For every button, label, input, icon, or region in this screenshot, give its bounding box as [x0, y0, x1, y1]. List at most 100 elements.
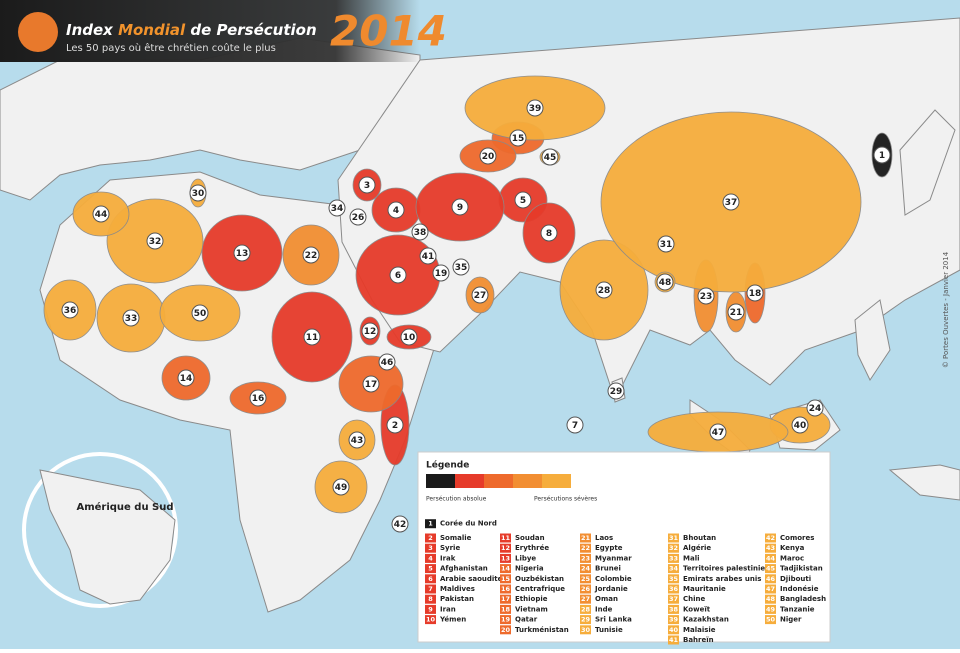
legend-rank-box — [580, 594, 591, 604]
legend-rank-box — [580, 533, 591, 543]
legend: Légende Persécution absolue Persécutions… — [417, 451, 831, 645]
marker-label: 19 — [435, 269, 448, 279]
legend-rank-box — [765, 564, 776, 574]
legend-country: Inde — [595, 605, 613, 613]
marker-label: 30 — [192, 189, 205, 199]
marker-circle — [566, 416, 584, 434]
legend-rank: 14 — [501, 565, 511, 573]
legend-country: Chine — [683, 595, 706, 603]
legend-country: Egypte — [595, 544, 623, 552]
legend-country: Irak — [440, 554, 456, 562]
marker-circle — [249, 389, 267, 407]
marker-circle — [541, 148, 559, 166]
marker-label: 48 — [659, 278, 672, 288]
legend-country: Maldives — [440, 585, 475, 593]
marker-label: 37 — [725, 198, 738, 208]
legend-rank-box — [425, 584, 436, 594]
marker-circle — [526, 99, 544, 117]
legend-rank: 12 — [501, 544, 510, 552]
legend-rank: 28 — [581, 605, 591, 613]
legend-rank: 21 — [581, 534, 591, 542]
legend-rank: 35 — [669, 575, 679, 583]
legend-rank-box — [668, 635, 679, 645]
legend-rank-box — [500, 604, 511, 614]
marker-label: 44 — [95, 210, 108, 220]
marker-label: 4 — [393, 206, 399, 216]
legend-rank-box — [425, 604, 436, 614]
legend-rank: 1 — [428, 520, 433, 528]
marker-label: 12 — [364, 327, 377, 337]
legend-rank: 45 — [766, 565, 776, 573]
legend-rank: 43 — [766, 544, 775, 552]
legend-country: Myanmar — [595, 554, 632, 562]
marker-circle — [358, 176, 376, 194]
legend-country: Somalie — [440, 534, 472, 542]
legend-swatch — [455, 474, 484, 488]
legend-country: Erythrée — [515, 544, 549, 552]
legend-rank: 22 — [581, 544, 590, 552]
legend-rank-box — [765, 553, 776, 563]
legend-rank: 31 — [669, 534, 679, 542]
marker-circle — [595, 281, 613, 299]
legend-rank: 44 — [766, 554, 776, 562]
legend-country: Afghanistan — [440, 565, 488, 573]
legend-rank: 23 — [581, 554, 590, 562]
marker-label: 18 — [749, 289, 762, 299]
legend-rank-box — [668, 615, 679, 625]
marker-circle — [791, 416, 809, 434]
legend-rank: 42 — [766, 534, 775, 542]
legend-country: Tanzanie — [780, 605, 815, 613]
legend-rank-box — [668, 564, 679, 574]
marker-circle — [419, 247, 437, 265]
legend-country: Syrie — [440, 544, 460, 552]
marker-label: 34 — [331, 204, 344, 214]
marker-circle — [391, 515, 409, 533]
marker-label: 31 — [660, 240, 673, 250]
legend-rank: 8 — [428, 595, 433, 603]
marker-label: 40 — [794, 421, 807, 431]
marker-label: 1 — [879, 151, 885, 161]
legend-country: Brunei — [595, 565, 621, 573]
marker-circle — [697, 287, 715, 305]
title-part: de Persécution — [185, 21, 316, 39]
marker-circle — [328, 199, 346, 217]
legend-rank: 6 — [428, 575, 433, 583]
inset: Amérique du Sud — [22, 452, 178, 608]
legend-country: Yémen — [439, 616, 466, 624]
legend-rank-box — [425, 574, 436, 584]
marker-circle — [607, 382, 625, 400]
marker-circle — [709, 423, 727, 441]
legend-rank-box — [425, 564, 436, 574]
marker-circle — [873, 146, 891, 164]
marker-label: 13 — [236, 249, 249, 259]
marker-label: 38 — [414, 228, 427, 238]
legend-rank-box — [580, 625, 591, 635]
marker-circle — [122, 309, 140, 327]
legend-country: Iran — [440, 605, 456, 613]
legend-country: Sri Lanka — [595, 616, 632, 624]
marker-circle — [303, 328, 321, 346]
legend-country: Niger — [780, 616, 802, 624]
legend-rank-box — [580, 574, 591, 584]
marker-label: 32 — [149, 237, 162, 247]
legend-rank-box — [580, 543, 591, 553]
marker-label: 9 — [457, 203, 463, 213]
markers: 1234567891011121314151617181920212223242… — [61, 99, 891, 543]
legend-swatch — [484, 474, 513, 488]
legend-rank: 9 — [428, 605, 433, 613]
marker-label: 24 — [809, 404, 822, 414]
legend-country: Tunisie — [595, 626, 623, 634]
marker-label: 5 — [520, 196, 526, 206]
marker-label: 43 — [351, 436, 364, 446]
marker-circle — [540, 224, 558, 242]
marker-circle — [514, 191, 532, 209]
marker-circle — [722, 193, 740, 211]
marker-circle — [746, 284, 764, 302]
legend-rank-box — [668, 625, 679, 635]
marker-label: 26 — [352, 213, 365, 223]
legend-rank: 34 — [669, 565, 679, 573]
marker-circle — [432, 264, 450, 282]
legend-country: Maroc — [780, 554, 804, 562]
marker-label: 47 — [712, 428, 725, 438]
